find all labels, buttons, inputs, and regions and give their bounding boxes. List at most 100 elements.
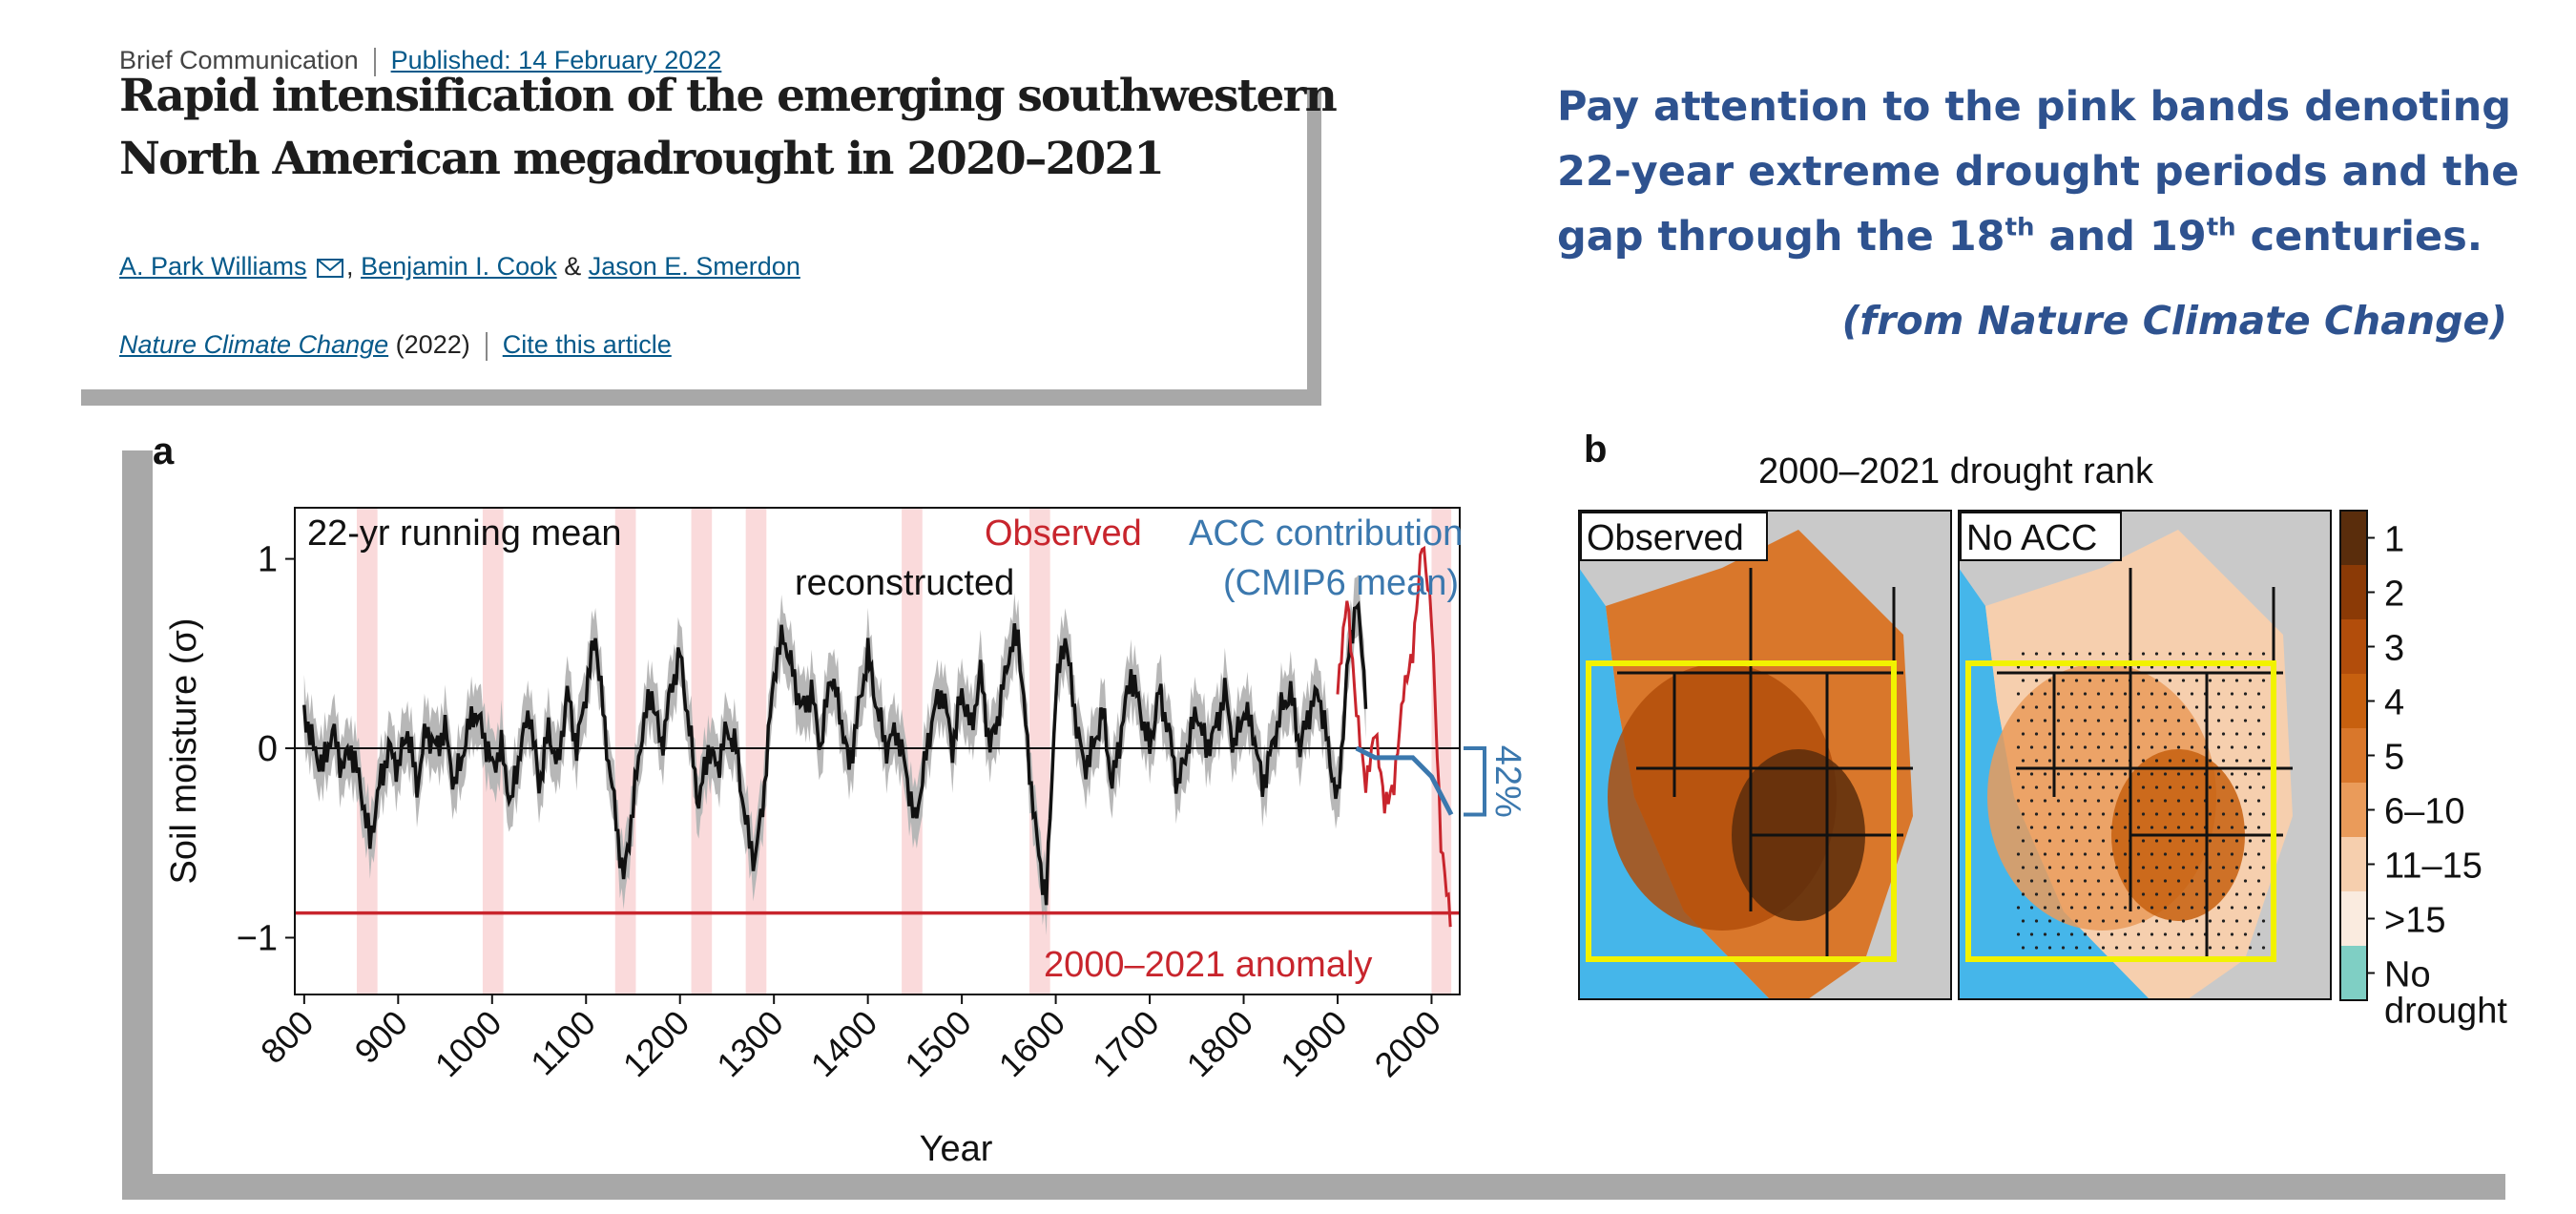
legend-label-4: 5	[2384, 738, 2404, 778]
legend-label-8: No	[2384, 955, 2431, 995]
x-axis-label: Year	[920, 1129, 993, 1169]
reconstructed-label: reconstructed	[795, 563, 1014, 603]
journal-link[interactable]: Nature Climate Change	[119, 330, 389, 359]
cite-article-link[interactable]: Cite this article	[502, 330, 672, 359]
x-tick-label-1300: 1300	[709, 1003, 791, 1085]
drought-band-3	[691, 508, 713, 994]
annotation-source: (from Nature Climate Change)	[1841, 298, 2507, 344]
legend-label-1: 2	[2384, 575, 2404, 615]
panel-b-letter: b	[1584, 429, 1607, 471]
title-line-2: North American megadrought in 2020–2021	[119, 133, 1165, 185]
journal-year: (2022)	[395, 330, 470, 359]
panel-a-letter: a	[153, 430, 175, 472]
study-region-box-0	[1586, 660, 1897, 962]
legend-label-0: 1	[2384, 520, 2404, 560]
legend-label-6: 11–15	[2384, 847, 2483, 887]
panel-a-plot: 800 900 1000 1100 1200 1300 1400 1500 1600 1700 18…	[164, 507, 1527, 1169]
drought-band-7	[1431, 508, 1452, 994]
drought-band-0	[356, 508, 378, 994]
map-label-box-0	[1580, 512, 1768, 561]
meta-divider	[373, 47, 376, 76]
author-link-cook[interactable]: Benjamin I. Cook	[361, 252, 557, 281]
observed-label: Observed	[985, 513, 1142, 554]
journal-divider	[485, 331, 488, 361]
map-frame-1	[1958, 510, 2332, 1000]
mail-icon[interactable]	[316, 258, 344, 279]
legend-swatch-7	[2340, 891, 2367, 946]
x-tick-label-1400: 1400	[803, 1003, 885, 1085]
running-mean-label: 22-yr running mean	[307, 513, 622, 554]
reconstruction-uncertainty-band	[303, 575, 1366, 936]
map-ocean-1	[1959, 568, 2150, 999]
legend-swatch-0	[2340, 511, 2367, 565]
x-tick-label-2000: 2000	[1366, 1003, 1448, 1085]
article-type: Brief Communication	[119, 46, 359, 74]
drought-band-6	[1029, 508, 1050, 994]
x-tick-label-1100: 1100	[523, 1003, 603, 1083]
x-tick-label-1200: 1200	[615, 1003, 697, 1085]
acc-bracket	[1464, 746, 1486, 817]
map-no-acc: No ACC	[1958, 510, 2332, 1000]
article-title: Rapid intensification of the emerging so…	[119, 65, 1338, 191]
x-tick-label-1700: 1700	[1085, 1003, 1167, 1085]
panel-b-title: 2000–2021 drought rank	[1758, 451, 2154, 492]
legend-swatch-1	[2340, 565, 2367, 619]
title-line-1: Rapid intensification of the emerging so…	[119, 70, 1338, 122]
author-separator-comma: ,	[346, 252, 354, 281]
author-list: A. Park Williams , Benjamin I. Cook & Ja…	[119, 252, 800, 282]
observed-series-line	[1336, 545, 1452, 928]
legend-swatch-3	[2340, 674, 2367, 728]
x-tick-label-1500: 1500	[897, 1003, 979, 1085]
y-tick-label-1: 0	[258, 729, 278, 769]
y-axis-label: Soil moisture (σ)	[164, 618, 204, 885]
figure-svg: a 800 900 1000 1100 1200 1300 1400 1500 1600 1700…	[153, 429, 2507, 1169]
legend-label-9: drought	[2384, 992, 2507, 1032]
acc-label-line1: ACC contribution	[1189, 513, 1463, 554]
x-tick-label-800: 800	[253, 1003, 321, 1071]
map-observed: Observed	[1578, 510, 1952, 1000]
figure-panel: a 800 900 1000 1100 1200 1300 1400 1500 1600 1700…	[153, 420, 2538, 1174]
map-frame-0	[1578, 510, 1952, 1000]
legend-swatch-6	[2340, 837, 2367, 891]
x-tick-label-1900: 1900	[1273, 1003, 1355, 1085]
plot-frame	[294, 507, 1461, 995]
legend-swatch-8	[2340, 946, 2367, 1000]
drought-band-4	[745, 508, 767, 994]
drought-band-2	[614, 508, 636, 994]
legend-swatch-2	[2340, 619, 2367, 674]
drought-band-5	[902, 508, 923, 994]
map-label-box-1	[1960, 512, 2122, 561]
author-link-smerdon[interactable]: Jason E. Smerdon	[588, 252, 800, 281]
legend-frame	[2339, 510, 2368, 1001]
x-tick-label-1000: 1000	[427, 1003, 509, 1085]
journal-line: Nature Climate Change (2022) Cite this ar…	[119, 330, 672, 361]
published-date-link[interactable]: Published: 14 February 2022	[390, 46, 722, 74]
acc-series-line	[1355, 745, 1454, 816]
map-label-0: Observed	[1587, 518, 1744, 558]
author-link-williams[interactable]: A. Park Williams	[119, 252, 307, 281]
y-tick-label-2: −1	[237, 918, 278, 958]
acc-label-line2: (CMIP6 mean)	[1223, 563, 1459, 603]
x-tick-label-1800: 1800	[1179, 1003, 1261, 1085]
annotation-line-1: Pay attention to the pink bands denoting	[1557, 83, 2511, 131]
article-meta: Brief Communication Published: 14 Februar…	[119, 46, 721, 76]
x-tick-label-1600: 1600	[991, 1003, 1073, 1085]
reconstructed-series-line	[302, 600, 1368, 906]
annotation-line-3: gap through the 18th and 19th centuries.	[1557, 213, 2483, 261]
legend-swatch-4	[2340, 728, 2367, 783]
legend-swatch-5	[2340, 783, 2367, 837]
study-region-box-1	[1965, 660, 2276, 962]
map-ocean-0	[1579, 568, 1770, 999]
y-tick-label-0: 1	[258, 540, 278, 580]
legend-label-5: 6–10	[2384, 792, 2465, 832]
acc-percent-label: 42%	[1487, 745, 1527, 818]
legend-label-3: 4	[2384, 683, 2404, 723]
article-header: Brief Communication Published: 14 Februar…	[67, 27, 1338, 389]
author-separator-amp: &	[564, 252, 582, 281]
annotation-line-2: 22-year extreme drought periods and the	[1557, 148, 2520, 196]
x-tick-label-900: 900	[346, 1003, 414, 1071]
map-label-1: No ACC	[1966, 518, 2097, 558]
legend-label-7: >15	[2384, 901, 2445, 941]
legend-label-2: 3	[2384, 629, 2404, 669]
